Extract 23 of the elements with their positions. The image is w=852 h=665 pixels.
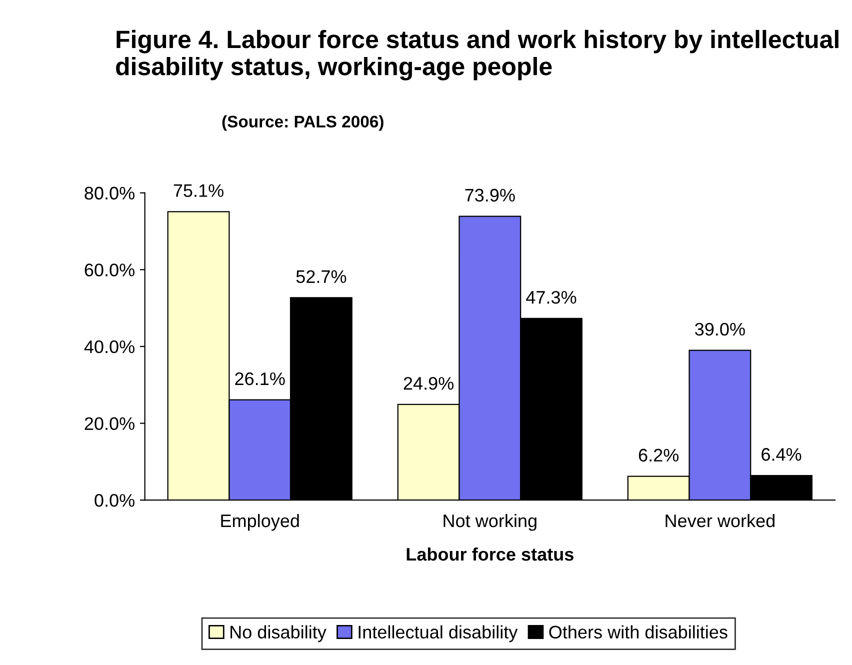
x-axis-title: Labour force status [406,547,574,561]
chart-title: Figure 4. Labour force status and work history by intellectual disability status, working-age people [116,30,838,80]
legend-label: Others with disabilities [549,625,728,639]
y-tick-label: 0.0% [94,494,134,507]
data-label: 39.0% [695,322,745,336]
legend-label: Intellectual disability [358,625,518,642]
data-label: 47.3% [526,290,576,304]
data-label: 52.7% [296,270,346,284]
data-label: 6.2% [638,448,679,462]
data-label: 6.4% [762,448,802,461]
data-label: 75.1% [174,184,224,197]
text: (Source: PALS 2006) [222,115,384,131]
x-tick-label: Never worked [666,514,774,528]
y-tick-label: 60.0% [84,264,134,276]
y-tick-label: 80.0% [84,186,134,200]
data-label: 73.9% [465,188,515,202]
y-tick-label: 20.0% [84,417,134,430]
y-tick-label: 40.0% [84,340,134,354]
x-tick-label: Employed [221,514,299,531]
x-tick-label: Not working [444,514,536,531]
data-label: 24.9% [404,376,454,390]
data-label: 26.1% [235,372,285,386]
legend-label: No disability [230,625,326,642]
